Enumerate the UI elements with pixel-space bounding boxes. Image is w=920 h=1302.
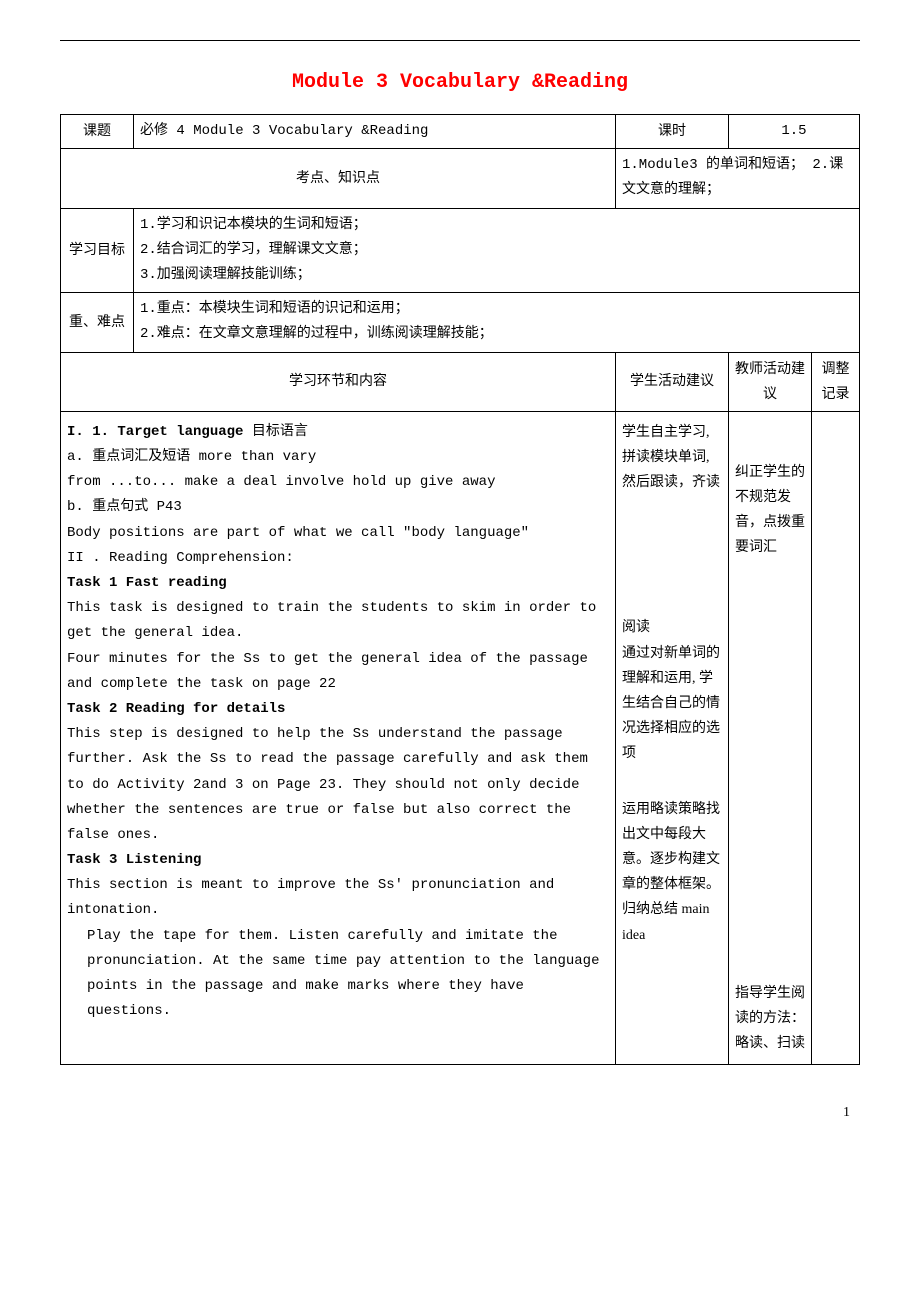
topic-label: 课题 [61, 115, 134, 149]
student-p2: 阅读 通过对新单词的理解和运用, 学生结合自己的情况选择相应的选项 [622, 615, 722, 766]
content-cell: I. 1. Target language 目标语言 a. 重点词汇及短语 mo… [61, 411, 616, 1064]
spacer [735, 420, 805, 460]
adjust-cell [811, 411, 859, 1064]
col-adjust-header: 调整记录 [811, 352, 859, 411]
spacer [622, 495, 722, 615]
page-title: Module 3 Vocabulary &Reading [60, 71, 860, 94]
table-row: 学习目标 1.学习和识记本模块的生词和短语； 2.结合词汇的学习，理解课文文意；… [61, 208, 860, 293]
table-row-header: 学习环节和内容 学生活动建议 教师活动建议 调整记录 [61, 352, 860, 411]
vocab-line: a. 重点词汇及短语 more than vary [67, 449, 316, 465]
spacer [622, 767, 722, 797]
sentence-line: b. 重点句式 P43 [67, 499, 182, 515]
student-activity-cell: 学生自主学习, 拼读模块单词, 然后跟读，齐读 阅读 通过对新单词的理解和运用,… [615, 411, 728, 1064]
horizontal-rule [60, 40, 860, 41]
target-lang-label: I. 1. Target language [67, 424, 243, 440]
page-number: 1 [60, 1105, 860, 1121]
diff-label: 重、难点 [61, 293, 134, 352]
task1-text: This task is designed to train the stude… [67, 600, 596, 692]
reading-comp-line: II . Reading Comprehension: [67, 550, 294, 566]
period-label: 课时 [615, 115, 728, 149]
teacher-p1: 纠正学生的不规范发音，点拨重要词汇 [735, 460, 805, 561]
kp-label: 考点、知识点 [61, 149, 616, 208]
content-block: I. 1. Target language 目标语言 a. 重点词汇及短语 mo… [67, 420, 609, 1025]
table-row-body: I. 1. Target language 目标语言 a. 重点词汇及短语 mo… [61, 411, 860, 1064]
table-row: 考点、知识点 1.Module3 的单词和短语； 2.课文文意的理解； [61, 149, 860, 208]
student-p1: 学生自主学习, 拼读模块单词, 然后跟读，齐读 [622, 420, 722, 496]
task2-text: This step is designed to help the Ss und… [67, 726, 588, 843]
table-row: 重、难点 1.重点：本模块生词和短语的识记和运用； 2.难点：在文章文意理解的过… [61, 293, 860, 352]
goal-label: 学习目标 [61, 208, 134, 293]
student-p3: 运用略读策略找出文中每段大意。逐步构建文章的整体框架。归纳总结 main ide… [622, 797, 722, 948]
lesson-plan-table: 课题 必修 4 Module 3 Vocabulary &Reading 课时 … [60, 114, 860, 1065]
col-student-header: 学生活动建议 [615, 352, 728, 411]
col-teacher-header: 教师活动建议 [728, 352, 811, 411]
task2-title: Task 2 Reading for details [67, 701, 285, 717]
period-value: 1.5 [728, 115, 859, 149]
topic-value: 必修 4 Module 3 Vocabulary &Reading [134, 115, 616, 149]
goal-value: 1.学习和识记本模块的生词和短语； 2.结合词汇的学习，理解课文文意； 3.加强… [134, 208, 860, 293]
diff-value: 1.重点：本模块生词和短语的识记和运用； 2.难点：在文章文意理解的过程中，训练… [134, 293, 860, 352]
kp-value: 1.Module3 的单词和短语； 2.课文文意的理解； [615, 149, 859, 208]
target-lang-cn: 目标语言 [243, 424, 307, 440]
table-row: 课题 必修 4 Module 3 Vocabulary &Reading 课时 … [61, 115, 860, 149]
teacher-p2: 指导学生阅读的方法：略读、扫读 [735, 981, 805, 1057]
vocab-line2: from ...to... make a deal involve hold u… [67, 474, 495, 490]
task3-title: Task 3 Listening [67, 852, 201, 868]
teacher-activity-cell: 纠正学生的不规范发音，点拨重要词汇 指导学生阅读的方法：略读、扫读 [728, 411, 811, 1064]
task3-sub: Play the tape for them. Listen carefully… [67, 924, 609, 1025]
spacer [735, 561, 805, 981]
task1-title: Task 1 Fast reading [67, 575, 227, 591]
body-lang-line: Body positions are part of what we call … [67, 525, 529, 541]
task3-text: This section is meant to improve the Ss'… [67, 877, 554, 918]
col-content-header: 学习环节和内容 [61, 352, 616, 411]
